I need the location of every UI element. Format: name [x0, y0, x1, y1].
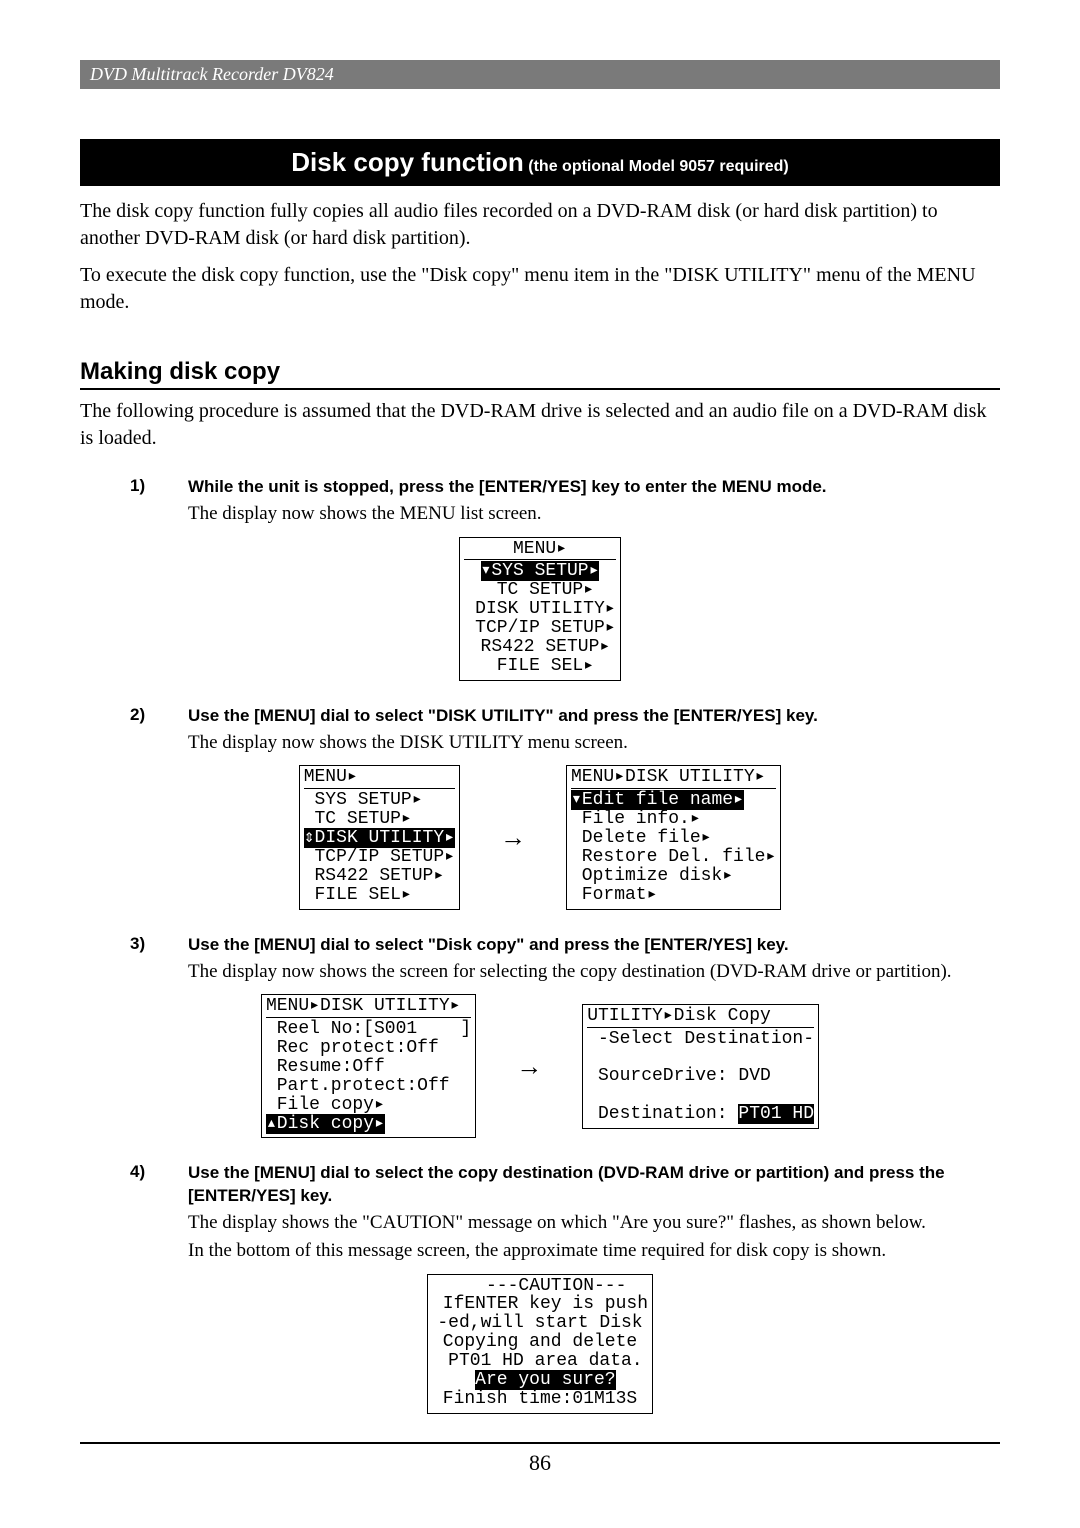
page-number: 86: [80, 1450, 1000, 1476]
subintro-paragraph: The following procedure is assumed that …: [80, 398, 1000, 452]
section-heading-main: Disk copy function: [291, 147, 524, 177]
intro-paragraph-1: The disk copy function fully copies all …: [80, 198, 1000, 252]
step-1-description: The display now shows the MENU list scre…: [188, 501, 990, 527]
lcd-screen-menu-disk-utility-selected: MENU▸ SYS SETUP▸ TC SETUP▸ ⇕DISK UTILITY…: [299, 765, 460, 909]
step-2-description: The display now shows the DISK UTILITY m…: [188, 730, 990, 756]
step-3-number: 3): [130, 934, 188, 985]
step-2-number: 2): [130, 705, 188, 756]
step-4-description-2: In the bottom of this message screen, th…: [188, 1238, 990, 1264]
step-3-instruction: Use the [MENU] dial to select "Disk copy…: [188, 934, 990, 957]
step-2-instruction: Use the [MENU] dial to select "DISK UTIL…: [188, 705, 990, 728]
arrow-right-icon: →: [500, 822, 526, 853]
lcd-screen-menu-list: MENU▸▾SYS SETUP▸ TC SETUP▸ DISK UTILITY▸…: [459, 537, 620, 681]
section-heading: Disk copy function (the optional Model 9…: [80, 139, 1000, 186]
step-1-number: 1): [130, 476, 188, 527]
step-4-number: 4): [130, 1162, 188, 1263]
arrow-right-icon: →: [516, 1051, 542, 1082]
step-4-instruction: Use the [MENU] dial to select the copy d…: [188, 1162, 990, 1208]
lcd-screen-select-destination: UTILITY▸Disk Copy -Select Destination- S…: [582, 1004, 819, 1129]
step-1-instruction: While the unit is stopped, press the [EN…: [188, 476, 990, 499]
doc-title: DVD Multitrack Recorder DV824: [90, 64, 334, 84]
step-3-description: The display now shows the screen for sel…: [188, 959, 990, 985]
step-3: 3) Use the [MENU] dial to select "Disk c…: [80, 934, 1000, 985]
footer-rule: [80, 1442, 1000, 1444]
step-1: 1) While the unit is stopped, press the …: [80, 476, 1000, 527]
lcd-screen-disk-utility-menu: MENU▸DISK UTILITY▸▾Edit file name▸ File …: [566, 765, 781, 909]
subheading-making-disk-copy: Making disk copy: [80, 358, 1000, 390]
section-heading-sub: (the optional Model 9057 required): [528, 158, 788, 175]
doc-header-bar: DVD Multitrack Recorder DV824: [80, 60, 1000, 89]
step-4: 4) Use the [MENU] dial to select the cop…: [80, 1162, 1000, 1263]
step-4-description-1: The display shows the "CAUTION" message …: [188, 1210, 990, 1236]
intro-paragraph-2: To execute the disk copy function, use t…: [80, 262, 1000, 316]
lcd-screen-disk-copy-selected: MENU▸DISK UTILITY▸ Reel No:[S001 ] Rec p…: [261, 994, 476, 1138]
lcd-screen-caution: ---CAUTION--- IfENTER key is push -ed,wi…: [427, 1274, 653, 1414]
step-2: 2) Use the [MENU] dial to select "DISK U…: [80, 705, 1000, 756]
